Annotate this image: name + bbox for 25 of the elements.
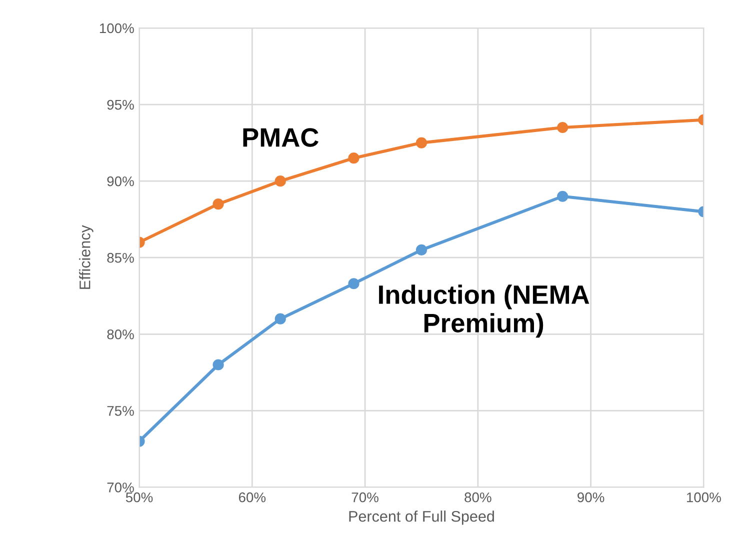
point (212, 359, 224, 370)
point (416, 244, 428, 256)
y-tick-label: 75% (107, 406, 134, 416)
point (348, 152, 360, 164)
y-tick-label: 80% (107, 329, 134, 340)
point (274, 176, 286, 187)
series-label: Induction (NEMA Premium) (379, 284, 590, 338)
x-tick-label: 80% (464, 492, 492, 502)
point (274, 313, 286, 324)
y-tick-label: 100% (100, 23, 134, 34)
point (416, 137, 428, 148)
x-tick-label: 70% (352, 492, 378, 502)
y-tick-label: 70% (107, 482, 134, 492)
x-tick-label: 90% (578, 492, 604, 502)
y-tick-label: 95% (107, 100, 134, 110)
x-tick-label: 100% (686, 492, 721, 502)
y-axis-title: Efficiency (79, 225, 94, 289)
point (348, 278, 360, 290)
y-tick-label: 90% (107, 176, 134, 186)
y-tick-label: 85% (107, 252, 134, 263)
x-tick-label: 60% (238, 492, 266, 502)
x-tick-label: 50% (126, 492, 153, 502)
series-label: PMAC (243, 128, 318, 147)
x-axis-title: Percent of Full Speed (349, 510, 494, 525)
point (212, 198, 224, 210)
